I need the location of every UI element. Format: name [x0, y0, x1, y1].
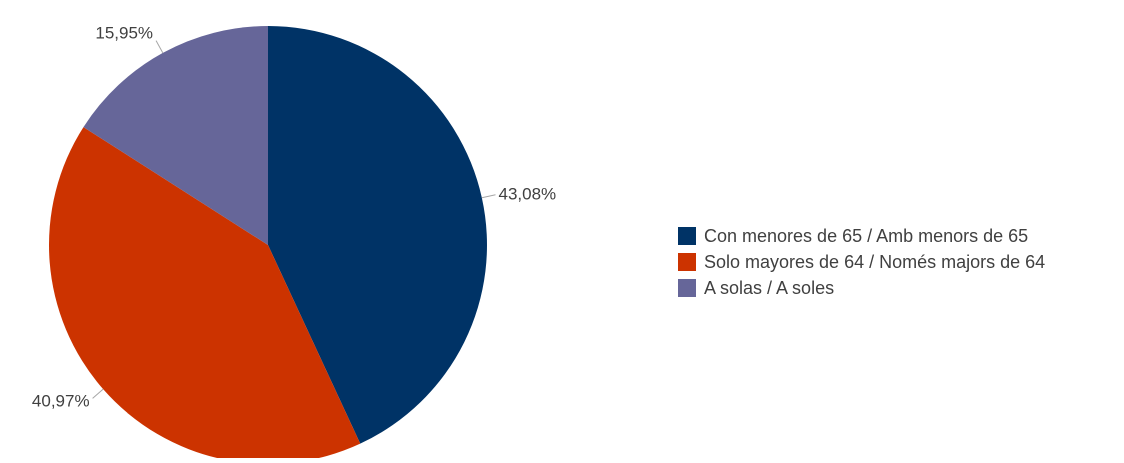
legend-swatch-3	[678, 279, 696, 297]
legend: Con menores de 65 / Amb menors de 65 Solo…	[678, 226, 1045, 298]
data-label-3: 15,95%	[95, 24, 153, 43]
pie-slices	[49, 26, 487, 463]
leader-line-1	[481, 194, 496, 199]
pie-slice-1	[268, 26, 487, 444]
leader-line-2	[92, 388, 104, 399]
data-labels: 43,08% 40,97% 15,95%	[32, 24, 556, 411]
legend-swatch-2	[678, 253, 696, 271]
pie-slice-2	[49, 127, 361, 463]
pie-slice-3	[83, 26, 269, 245]
leader-line-3	[155, 40, 164, 54]
leader-lines	[92, 40, 496, 399]
legend-label-3: A solas / A soles	[704, 278, 834, 298]
legend-label-2: Solo mayores de 64 / Només majors de 64	[704, 252, 1045, 272]
data-label-1: 43,08%	[499, 185, 557, 204]
legend-label-1: Con menores de 65 / Amb menors de 65	[704, 226, 1028, 246]
legend-item-1: Con menores de 65 / Amb menors de 65	[678, 226, 1028, 246]
legend-swatch-1	[678, 227, 696, 245]
legend-item-3: A solas / A soles	[678, 278, 834, 298]
legend-item-2: Solo mayores de 64 / Només majors de 64	[678, 252, 1045, 272]
data-label-2: 40,97%	[32, 391, 90, 410]
